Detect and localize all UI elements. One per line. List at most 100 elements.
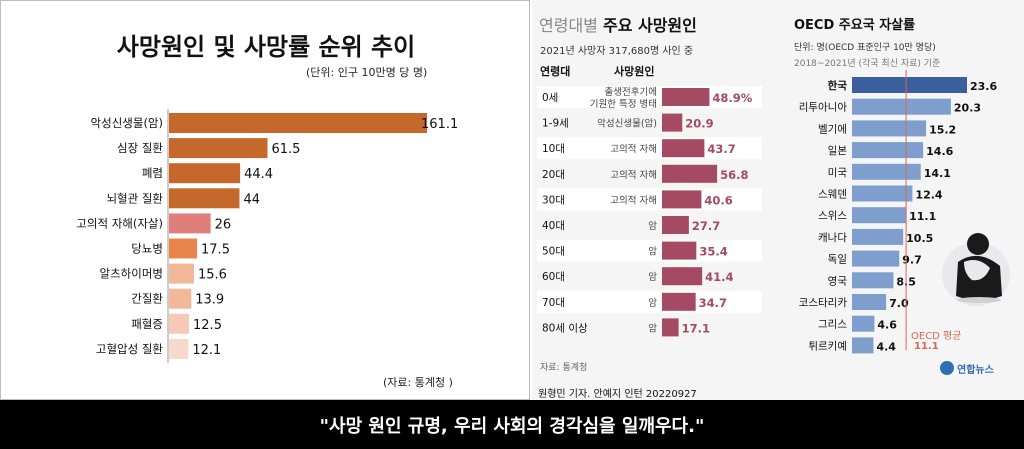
age-bar <box>662 164 718 183</box>
left-value-label: 12.5 <box>193 318 222 333</box>
oecd-value-label: 20.3 <box>954 102 981 115</box>
sad-person-icon <box>942 233 1010 306</box>
oecd-country-label: 미국 <box>828 167 848 179</box>
yonhap-logo: 연합뉴스 <box>940 359 994 377</box>
cause-label: 암 <box>648 271 657 283</box>
oecd-country-label: 독일 <box>828 253 847 266</box>
left-unit-note: (단위: 인구 10만명 당 명) <box>306 66 428 79</box>
caption-text: "사망 원인 규명, 우리 사회의 경각심을 일깨우다." <box>319 416 705 437</box>
age-source-note: 자료: 통계청 <box>540 363 588 373</box>
age-label: 80세 이상 <box>542 322 588 334</box>
oecd-country-label: 캐나다 <box>818 232 847 244</box>
left-bar <box>169 313 190 334</box>
age-value-label: 40.6 <box>704 193 732 207</box>
age-value-label: 48.9% <box>712 91 752 105</box>
oecd-bar <box>852 228 904 245</box>
age-row-background <box>537 239 762 262</box>
cause-label: 악성신생물(암) <box>597 118 657 130</box>
age-label: 50대 <box>542 246 565 258</box>
oecd-value-label: 12.4 <box>915 189 942 202</box>
age-label: 20대 <box>542 169 565 181</box>
age-bar <box>662 292 696 311</box>
age-label: 1-9세 <box>542 118 569 130</box>
cause-label: 출생전후기에 <box>605 87 657 98</box>
age-bar <box>662 318 679 337</box>
age-row-background <box>537 188 762 211</box>
right-infographic-panel: 0세 출생전후기에 기원한 특정 병태 48.9% 1-9세 악성신생물(암) 20.9 10… <box>532 0 1024 400</box>
oecd-value-label: 14.6 <box>926 145 953 158</box>
age-bar <box>662 267 703 286</box>
oecd-bar <box>852 163 921 180</box>
left-value-label: 44.4 <box>244 167 273 182</box>
oecd-country-label: 리투아니아 <box>799 102 848 114</box>
left-value-label: 161.1 <box>421 117 458 132</box>
age-subtitle: 2021년 사망자 317,680명 사인 중 <box>540 46 694 57</box>
oecd-country-label: 벨기에 <box>818 123 847 135</box>
oecd-unit-note: 단위: 명(OECD 표준인구 10만 명당) <box>794 43 936 53</box>
left-value-label: 44 <box>243 192 260 207</box>
left-category-label: 당뇨병 <box>131 242 163 256</box>
age-label: 70대 <box>542 297 565 309</box>
left-category-label: 고의적 자해(자살) <box>76 216 163 230</box>
oecd-country-label: 그리스 <box>818 319 847 331</box>
age-bar <box>662 139 705 158</box>
credit-line: 원형민 기자. 안예지 인턴 20220927 <box>538 389 697 400</box>
oecd-value-label: 9.7 <box>902 254 922 267</box>
age-bar <box>662 241 697 260</box>
oecd-average-label: OECD 평균 <box>911 331 962 342</box>
cause-label: 암 <box>648 246 657 258</box>
age-col-header: 연령대 <box>540 65 571 78</box>
left-bar <box>169 138 268 159</box>
oecd-value-label: 4.4 <box>876 340 896 353</box>
age-title: 연령대별 주요 사망원인 <box>539 12 697 36</box>
oecd-value-label: 7.0 <box>889 297 909 310</box>
oecd-bar <box>852 337 874 354</box>
age-table-rows <box>537 86 762 339</box>
left-bar <box>169 263 194 284</box>
age-value-label: 43.7 <box>707 142 735 156</box>
age-row-background <box>537 290 762 313</box>
oecd-country-label: 스웨덴 <box>818 189 847 201</box>
caption-bar: "사망 원인 규명, 우리 사회의 경각심을 일깨우다." <box>0 400 1024 449</box>
left-value-label: 12.1 <box>192 343 221 358</box>
left-source-note: (자료: 통계청 ) <box>383 376 453 389</box>
left-category-label: 심장 질환 <box>117 141 163 155</box>
oecd-country-label: 영국 <box>828 275 848 287</box>
left-category-label: 간질환 <box>131 292 163 306</box>
left-category-label: 뇌혈관 질환 <box>106 191 163 205</box>
age-value-label: 27.7 <box>692 219 720 233</box>
oecd-bar <box>852 250 900 267</box>
left-category-label: 고혈압성 질환 <box>96 342 164 356</box>
age-row-background <box>537 111 762 134</box>
age-label: 0세 <box>542 92 558 104</box>
age-title-bold: 주요 사망원인 <box>602 16 697 35</box>
oecd-bar <box>852 77 967 93</box>
oecd-bar <box>852 142 924 159</box>
age-value-label: 17.1 <box>682 321 710 335</box>
age-value-label: 34.7 <box>699 296 727 310</box>
oecd-country-label: 스위스 <box>818 209 847 222</box>
cause-label: 암 <box>648 220 657 232</box>
cause-col-header: 사망원인 <box>614 65 655 78</box>
cause-label: 고의적 자해 <box>610 169 657 181</box>
yonhap-logo-text: 연합뉴스 <box>957 364 994 376</box>
left-bar <box>169 163 241 184</box>
oecd-bar <box>852 185 913 202</box>
age-label: 40대 <box>542 220 565 232</box>
left-value-label: 15.6 <box>198 268 227 283</box>
left-bar <box>169 113 427 133</box>
oecd-country-label: 코스타리카 <box>799 297 848 309</box>
left-value-label: 26 <box>215 217 232 232</box>
age-value-label: 41.4 <box>705 270 733 284</box>
oecd-value-label: 14.1 <box>924 167 951 180</box>
oecd-average-value: 11.1 <box>914 341 939 352</box>
age-row-background <box>537 265 762 288</box>
causes-of-death-panel: 악성신생물(암) 161.1 심장 질환 61.5 폐렴 44.4 뇌혈관 질환 44 고의적 … <box>0 0 530 400</box>
left-bar <box>169 338 189 359</box>
age-bar <box>662 88 710 106</box>
age-bar <box>662 216 689 234</box>
oecd-country-label: 일본 <box>828 144 848 157</box>
oecd-bar <box>852 98 951 115</box>
cause-label: 고의적 자해 <box>610 143 657 155</box>
oecd-bar <box>852 207 907 224</box>
